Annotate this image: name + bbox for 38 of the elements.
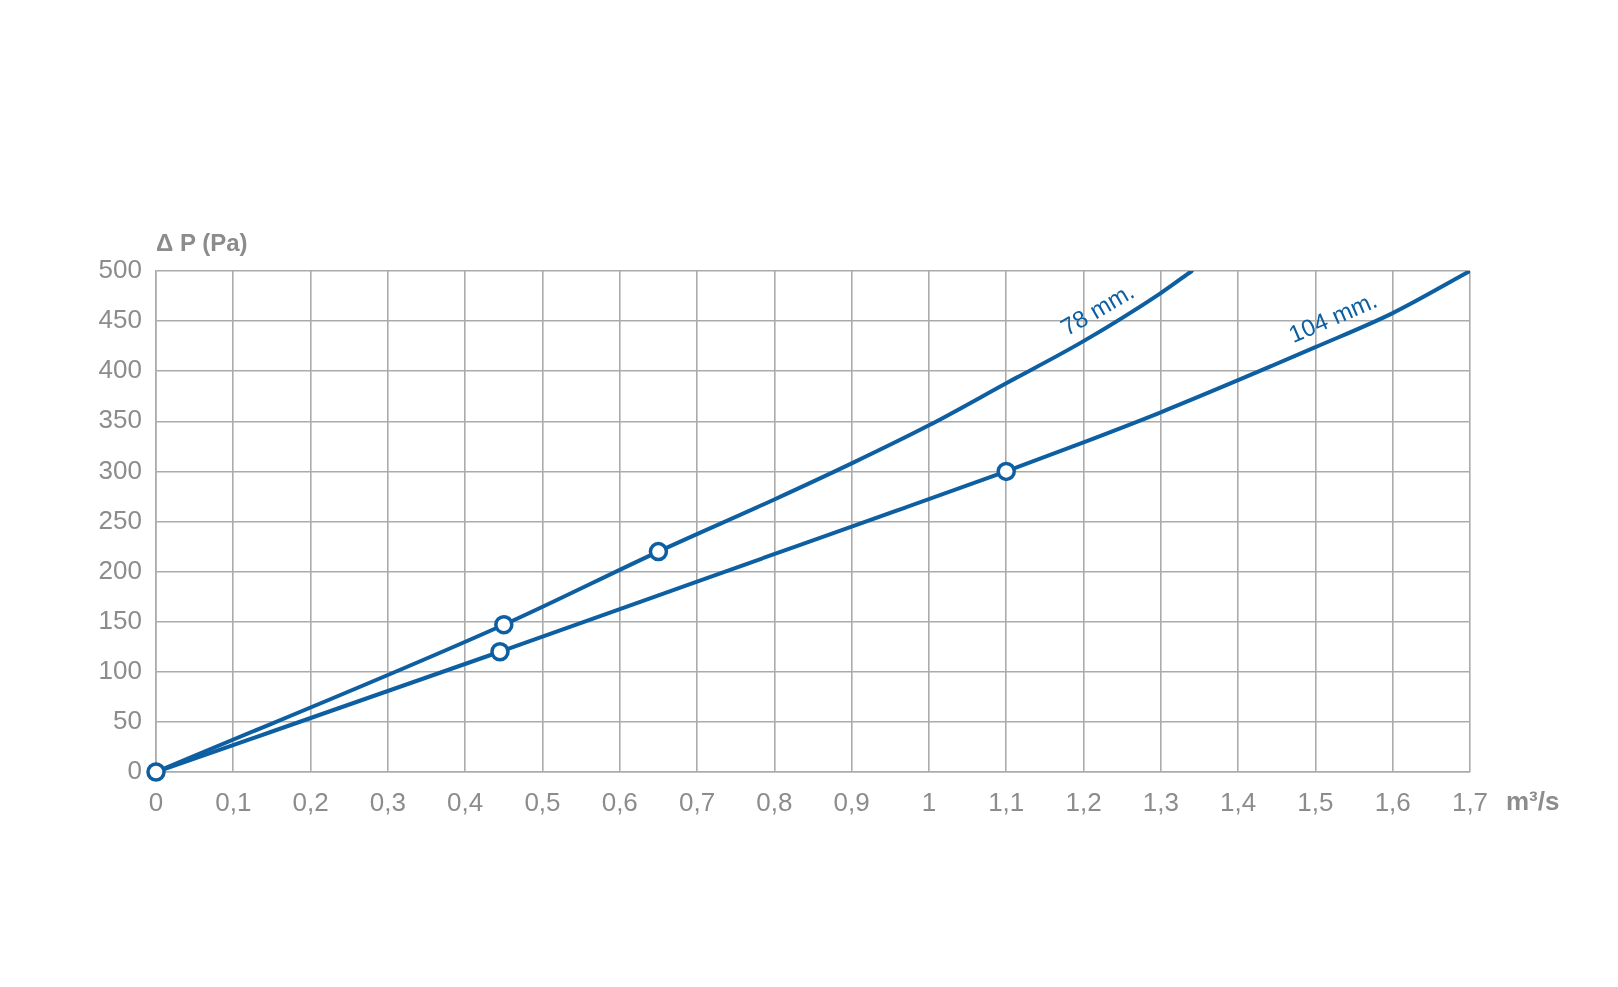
x-tick-label: 0,6 bbox=[601, 786, 638, 817]
x-tick-label: 0,4 bbox=[447, 786, 484, 817]
y-tick-label: 350 bbox=[98, 404, 142, 435]
x-axis-title: m³/s bbox=[1506, 786, 1560, 817]
y-tick-label: 250 bbox=[98, 504, 142, 535]
y-tick-label: 50 bbox=[113, 705, 142, 736]
point bbox=[146, 762, 166, 782]
y-tick-label: 450 bbox=[98, 304, 142, 335]
y-axis-title: Δ P (Pa) bbox=[156, 228, 248, 256]
x-tick-label: 1,4 bbox=[1220, 786, 1257, 817]
point bbox=[490, 642, 510, 662]
x-tick-label: 0,1 bbox=[215, 786, 252, 817]
point bbox=[494, 614, 514, 635]
x-tick-label: 0 bbox=[148, 786, 164, 817]
y-tick-label: 100 bbox=[98, 654, 142, 685]
x-tick-label: 1,7 bbox=[1451, 786, 1489, 817]
x-tick-label: 0,5 bbox=[524, 786, 561, 817]
text: 104 mm. bbox=[1284, 285, 1381, 348]
y-tick-label: 150 bbox=[98, 604, 142, 635]
x-tick-label: 0,3 bbox=[369, 786, 406, 817]
y-tick-label: 400 bbox=[98, 354, 142, 385]
x-tick-label: 0,2 bbox=[292, 786, 329, 817]
x-tick-label: 1 bbox=[921, 786, 937, 817]
x-tick-label: 1,1 bbox=[988, 786, 1025, 817]
x-tick-label: 1,2 bbox=[1065, 786, 1102, 817]
y-tick-label: 200 bbox=[98, 554, 142, 585]
x-tick-label: 1,6 bbox=[1374, 786, 1411, 817]
y-tick-label: 0 bbox=[127, 755, 142, 786]
y-tick-label: 500 bbox=[98, 254, 142, 285]
y-tick-label: 300 bbox=[98, 454, 142, 485]
point bbox=[996, 461, 1016, 482]
x-tick-label: 0,7 bbox=[678, 786, 716, 817]
x-tick-label: 0,8 bbox=[756, 786, 793, 817]
x-tick-label: 1,5 bbox=[1297, 786, 1334, 817]
text: 78 mm. bbox=[1055, 277, 1139, 341]
x-tick-label: 0,9 bbox=[833, 786, 870, 817]
point bbox=[648, 541, 669, 562]
x-tick-label: 1,3 bbox=[1142, 786, 1179, 817]
